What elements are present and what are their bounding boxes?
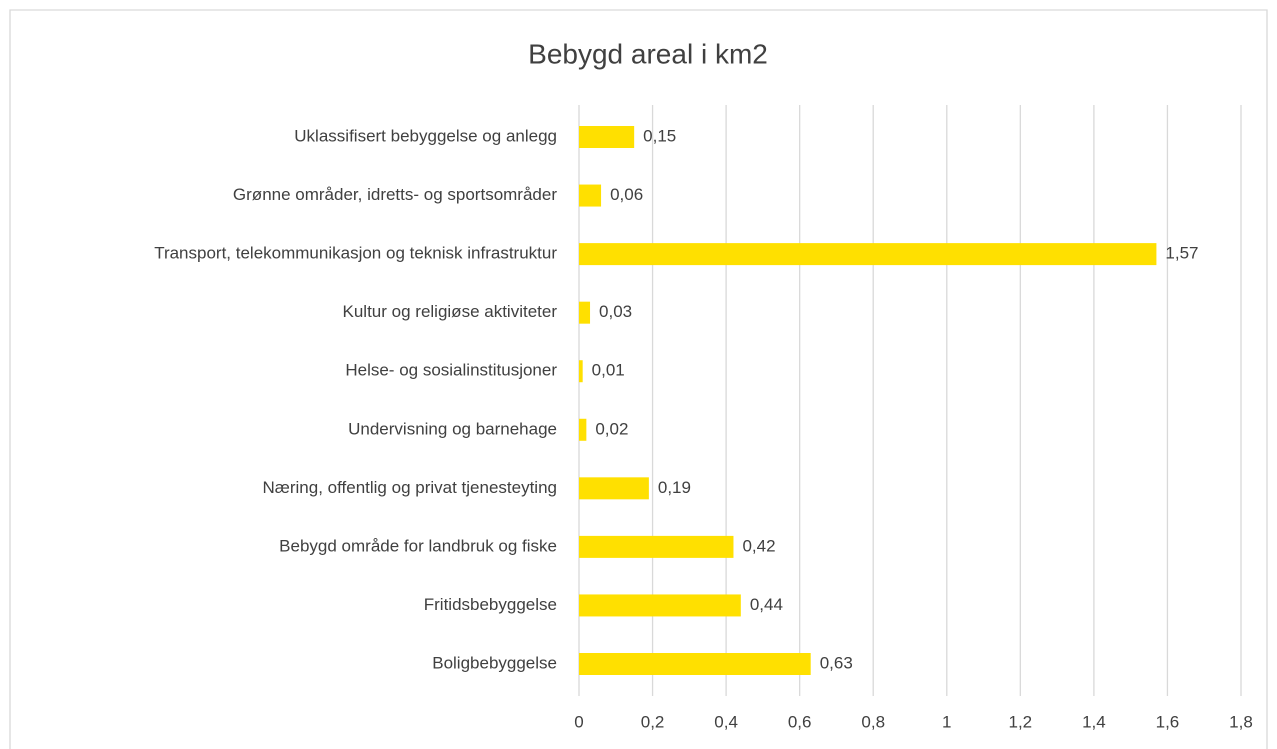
- data-label: 0,42: [742, 536, 775, 555]
- data-label: 0,02: [595, 419, 628, 438]
- bar: [579, 594, 741, 617]
- bar: [579, 126, 635, 148]
- bar: [579, 243, 1157, 266]
- data-label: 0,06: [610, 185, 643, 204]
- x-tick-label: 1,8: [1229, 712, 1253, 731]
- chart-border: [9, 9, 1268, 749]
- x-tick-label: 0,4: [714, 712, 738, 731]
- data-label: 0,03: [599, 302, 632, 321]
- y-tick-label: Fritidsbebyggelse: [424, 595, 557, 614]
- data-label: 1,57: [1165, 244, 1198, 263]
- y-tick-label: Boligbebyggelse: [432, 653, 557, 672]
- x-tick-label: 0,8: [861, 712, 885, 731]
- y-tick-label: Kultur og religiøse aktiviteter: [343, 302, 558, 321]
- data-label: 0,44: [750, 595, 783, 614]
- bar: [579, 184, 602, 207]
- bar: [579, 535, 734, 558]
- y-tick-label: Bebygd område for landbruk og fiske: [279, 536, 557, 555]
- x-tick-label: 1,2: [1009, 712, 1033, 731]
- y-tick-label: Uklassifisert bebyggelse og anlegg: [294, 126, 557, 145]
- y-tick-label: Grønne områder, idretts- og sportsområde…: [233, 185, 557, 204]
- x-tick-label: 0: [574, 712, 583, 731]
- data-label: 0,19: [658, 478, 691, 497]
- bar: [579, 418, 587, 441]
- x-tick-label: 1: [942, 712, 951, 731]
- y-tick-label: Helse- og sosialinstitusjoner: [345, 361, 557, 380]
- data-label: 0,63: [820, 653, 853, 672]
- y-tick-label: Transport, telekommunikasjon og teknisk …: [154, 244, 557, 263]
- x-tick-label: 1,4: [1082, 712, 1106, 731]
- bar: [579, 301, 591, 324]
- y-tick-label: Undervisning og barnehage: [348, 419, 557, 438]
- chart-title: Bebygd areal i km2: [528, 38, 768, 69]
- x-tick-label: 0,2: [641, 712, 665, 731]
- x-tick-label: 0,6: [788, 712, 812, 731]
- bar: [579, 360, 583, 383]
- data-label: 0,01: [592, 361, 625, 380]
- y-tick-label: Næring, offentlig og privat tjenesteytin…: [262, 478, 557, 497]
- data-label: 0,15: [643, 126, 676, 145]
- bar: [579, 477, 649, 500]
- bar: [579, 653, 811, 675]
- x-tick-label: 1,6: [1156, 712, 1180, 731]
